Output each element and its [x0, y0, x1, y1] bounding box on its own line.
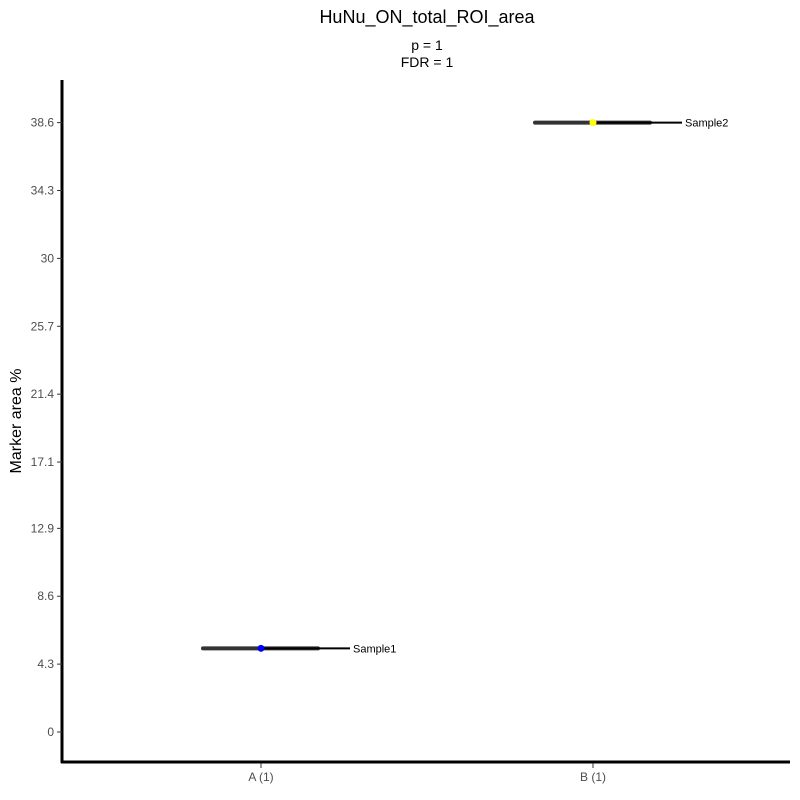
chart-subtitle-line-2: FDR = 1 — [401, 54, 454, 70]
y-tick-label-5: 21.4 — [31, 387, 55, 401]
y-tick-label-1: 4.3 — [37, 657, 54, 671]
data-point-2 — [589, 119, 597, 127]
y-tick-label-9: 38.6 — [31, 116, 55, 130]
y-axis-title: Marker area % — [8, 369, 25, 474]
data-point-label-2: Sample2 — [685, 118, 728, 130]
x-tick-label-0: A (1) — [248, 770, 273, 784]
y-tick-label-0: 0 — [47, 725, 54, 739]
chart-subtitle-line-1: p = 1 — [411, 37, 443, 53]
chart-title: HuNu_ON_total_ROI_area — [319, 7, 535, 28]
y-tick-label-7: 30 — [41, 251, 55, 265]
y-tick-label-4: 17.1 — [31, 455, 55, 469]
x-tick-label-1: B (1) — [580, 770, 606, 784]
y-tick-label-2: 8.6 — [37, 589, 54, 603]
data-point-1 — [257, 644, 265, 652]
data-point-label-1: Sample1 — [353, 643, 396, 655]
y-tick-label-3: 12.9 — [31, 521, 55, 535]
y-tick-label-8: 34.3 — [31, 184, 55, 198]
y-tick-label-6: 25.7 — [31, 319, 55, 333]
plot-marks: 0 4.3 8.6 12.9 17.1 21.4 25.7 30 34.3 38.6 A (1) B … — [31, 116, 729, 784]
